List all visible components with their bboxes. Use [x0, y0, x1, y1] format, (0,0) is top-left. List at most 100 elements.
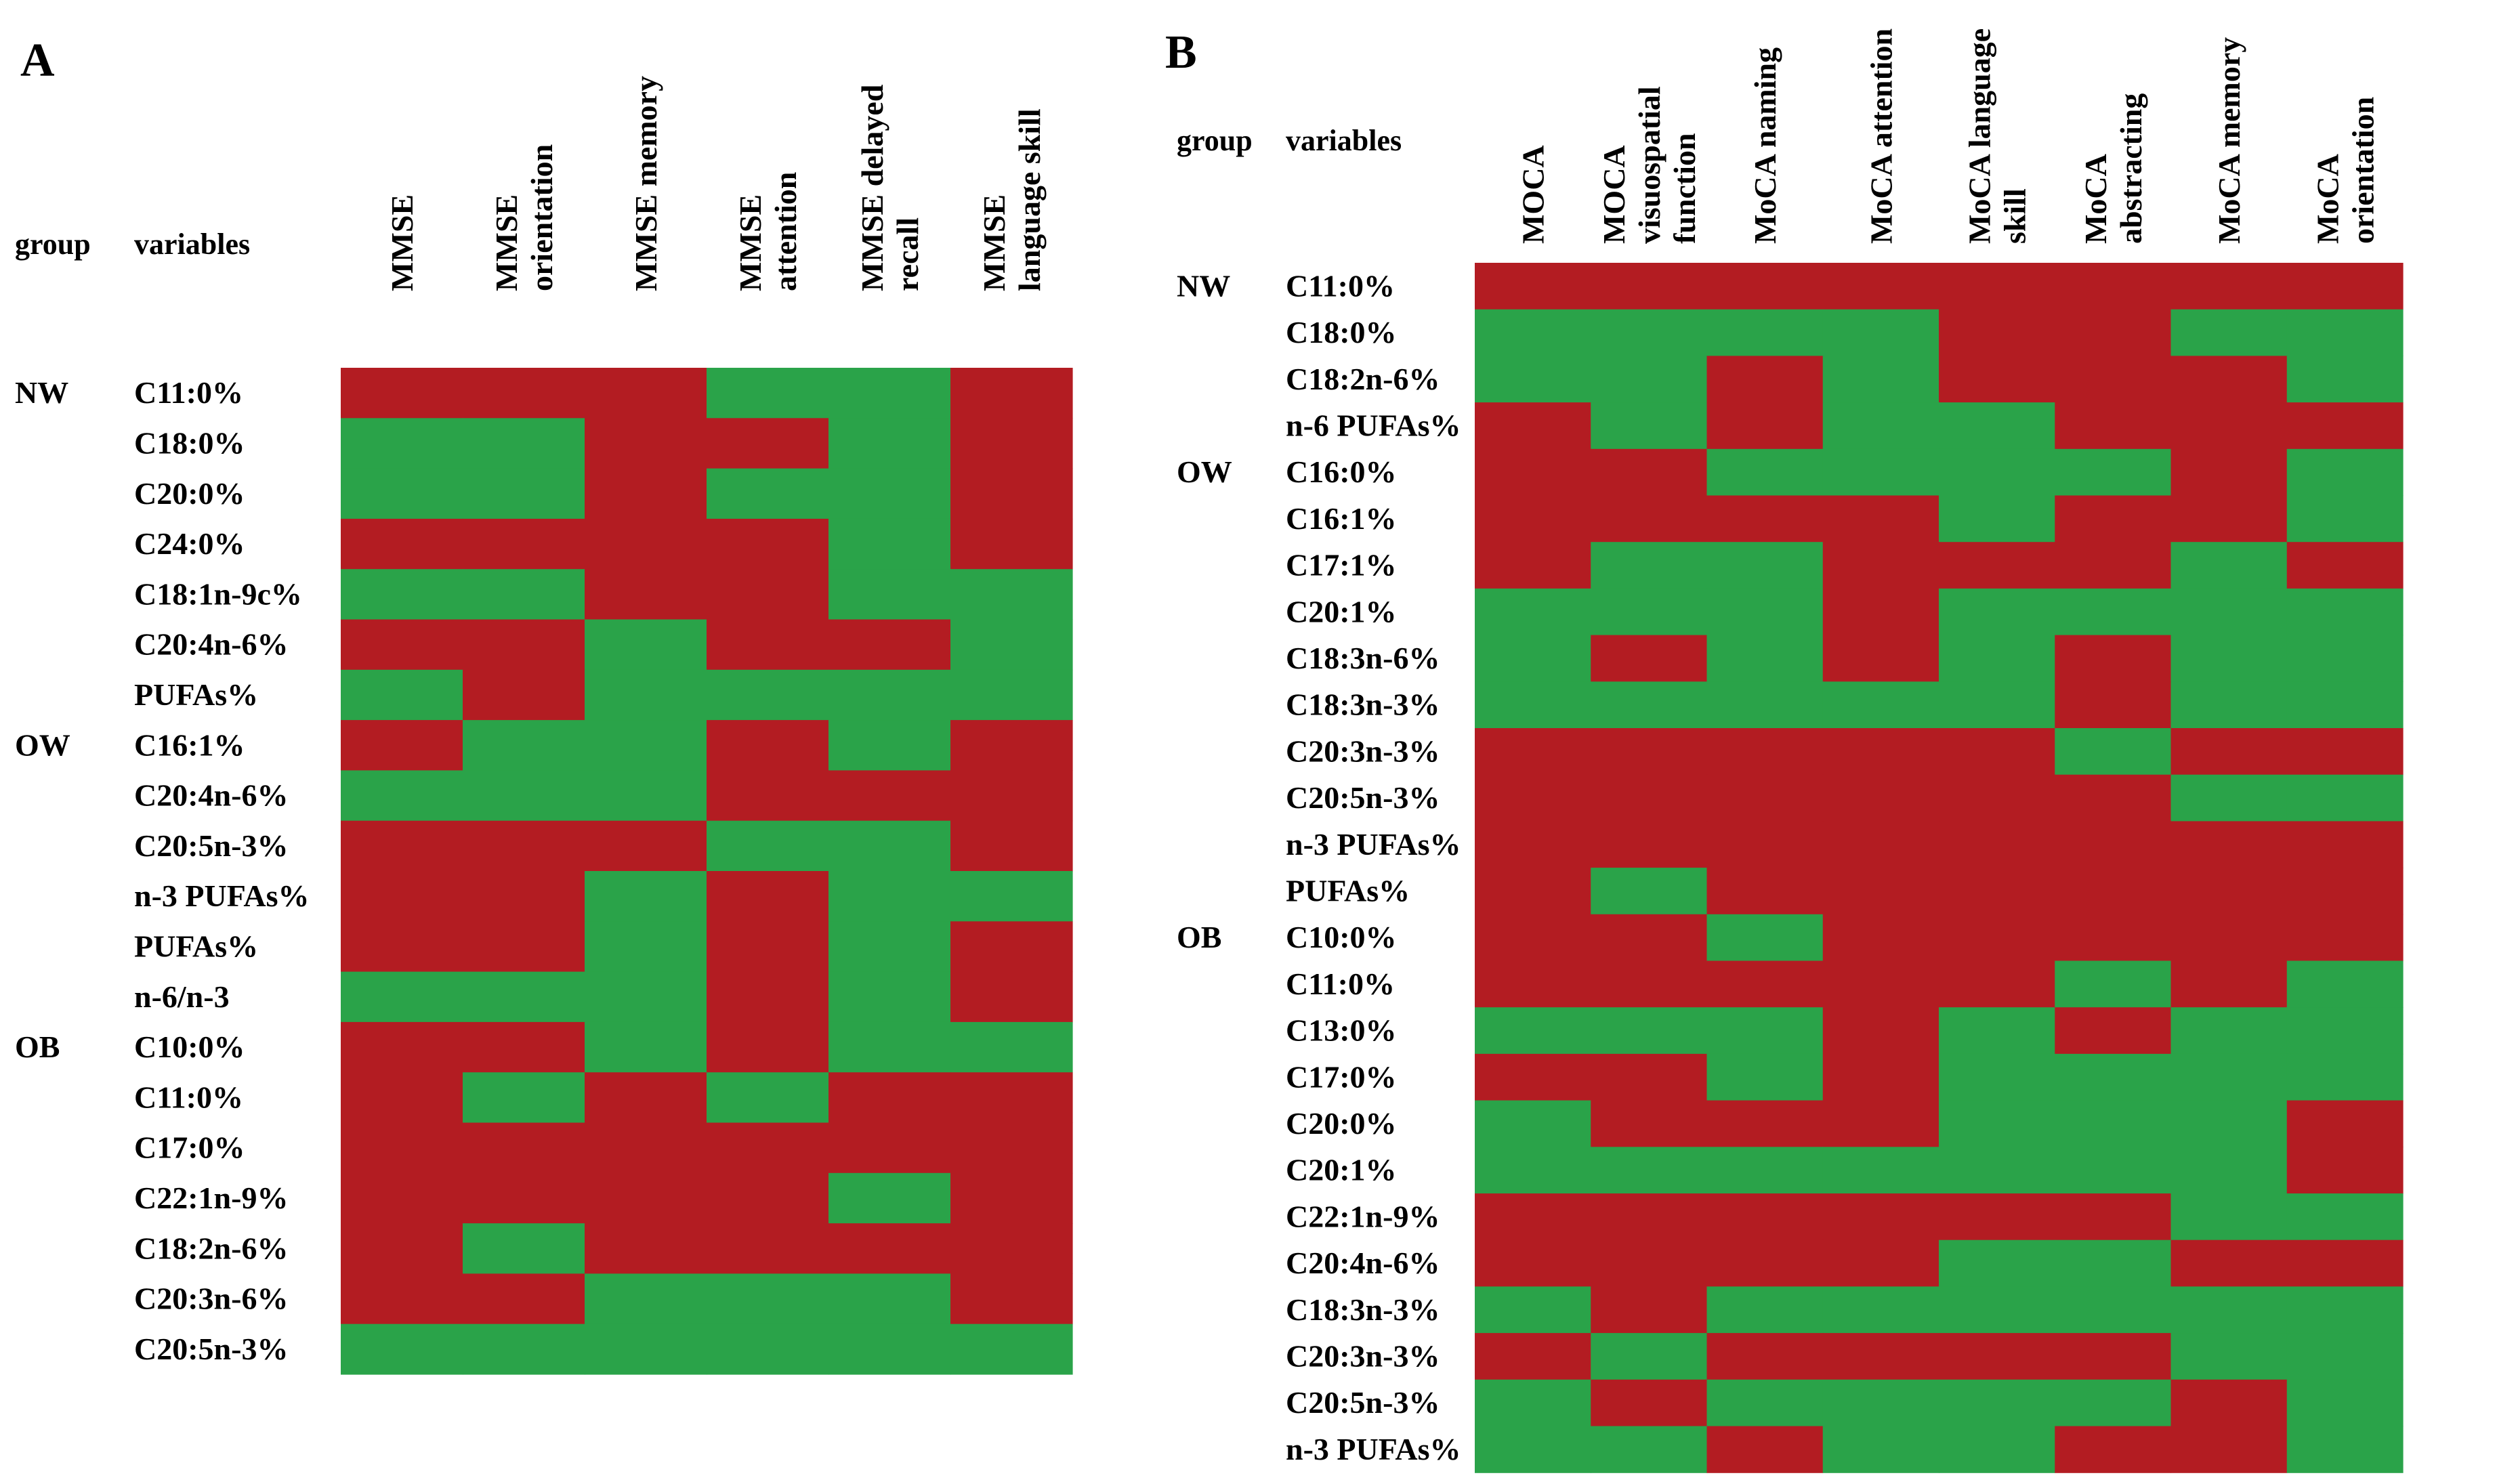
heatmap-cell: [2055, 914, 2172, 962]
heatmap-cell: [1706, 309, 1824, 356]
column-label-line: MoCA: [2078, 154, 2113, 244]
row-label: C17:0%: [1286, 1059, 1397, 1094]
column-label-line: MMSE: [733, 194, 768, 291]
row-label: C22:1n-9%: [1286, 1199, 1440, 1233]
row-label: C11:0%: [134, 375, 243, 410]
heatmap-cell: [341, 669, 463, 721]
heatmap-cell: [463, 1072, 585, 1124]
column-label: MoCA memory: [2212, 37, 2246, 244]
heatmap-cell: [1706, 588, 1824, 636]
heatmap-cell: [2286, 588, 2404, 636]
heatmap-cell: [2286, 495, 2404, 543]
heatmap-cell: [2055, 542, 2172, 589]
heatmap-cell: [341, 1122, 463, 1174]
heatmap-cell: [1939, 1193, 2055, 1241]
heatmap-cell: [2055, 635, 2172, 682]
heatmap-cell: [828, 871, 951, 922]
heatmap-cell: [1475, 356, 1591, 403]
heatmap-cell: [1475, 1426, 1591, 1473]
heatmap-cell: [463, 418, 585, 469]
heatmap-cell: [707, 418, 829, 469]
row-label: C20:4n-6%: [134, 778, 288, 813]
heatmap-cell: [1822, 1333, 1939, 1380]
column-label-line: MoCA memory: [2212, 37, 2246, 244]
heatmap-cell: [707, 1122, 829, 1174]
row-label: C20:4n-6%: [1286, 1246, 1440, 1280]
heatmap-cell: [2055, 309, 2172, 356]
heatmap-cell: [2170, 960, 2288, 1008]
heatmap-cell: [1939, 495, 2055, 543]
heatmap-cell: [1939, 448, 2055, 496]
heatmap-cell: [463, 1323, 585, 1375]
heatmap-cell: [2286, 1333, 2404, 1380]
row-label: PUFAs%: [134, 929, 258, 963]
column-label-line: orientation: [524, 144, 559, 291]
heatmap-cell: [707, 770, 829, 822]
heatmap-cell: [950, 619, 1073, 671]
heatmap-cell: [1706, 960, 1824, 1008]
heatmap-cell: [2055, 1147, 2172, 1194]
group-header: group: [15, 228, 91, 261]
heatmap-cell: [1591, 542, 1708, 589]
panel-letter: A: [20, 35, 55, 87]
heatmap-cell: [1591, 1426, 1708, 1473]
heatmap-cell: [1706, 774, 1824, 822]
heatmap-cell: [707, 1072, 829, 1124]
heatmap-cell: [1822, 542, 1939, 589]
heatmap-cell: [1591, 960, 1708, 1008]
heatmap-cell: [1822, 1379, 1939, 1427]
heatmap-cell: [2286, 1147, 2404, 1194]
heatmap-cell: [2055, 448, 2172, 496]
heatmap-cell: [2055, 356, 2172, 403]
heatmap-cell: [950, 720, 1073, 771]
group-label: NW: [15, 375, 68, 410]
heatmap-cell: [1475, 1007, 1591, 1055]
column-label: MMSE language skill: [977, 108, 1047, 291]
row-label: PUFAs%: [134, 677, 258, 712]
heatmap-cell: [950, 770, 1073, 822]
heatmap-cell: [585, 1172, 707, 1224]
heatmap-cell: [341, 468, 463, 520]
heatmap-cell: [1706, 914, 1824, 962]
row-label: C18:3n-6%: [1286, 641, 1440, 675]
heatmap-cell: [2286, 448, 2404, 496]
column-label-line: language skill: [1012, 108, 1047, 291]
heatmap-cell: [1475, 542, 1591, 589]
column-label-line: skill: [1998, 188, 2032, 244]
heatmap-cell: [950, 871, 1073, 922]
heatmap-cell: [828, 1021, 951, 1073]
heatmap-cell: [950, 1273, 1073, 1325]
heatmap-cell: [2055, 728, 2172, 776]
heatmap-cell: [2286, 960, 2404, 1008]
heatmap-cell: [2170, 309, 2288, 356]
group-label: NW: [1177, 268, 1230, 303]
column-label: MOCA: [1516, 145, 1551, 244]
heatmap-cell: [585, 1223, 707, 1274]
row-label: C11:0%: [134, 1080, 243, 1114]
heatmap-cell: [2286, 1007, 2404, 1055]
heatmap-cell: [2055, 774, 2172, 822]
row-label: C10:0%: [134, 1030, 245, 1064]
row-label: C20:3n-3%: [1286, 1338, 1440, 1373]
group-label: OW: [1177, 454, 1232, 489]
column-label: MMSE attention: [733, 172, 803, 291]
heatmap-cell: [341, 770, 463, 822]
heatmap-cell: [1475, 1333, 1591, 1380]
heatmap-cell: [341, 1172, 463, 1224]
row-label: C16:0%: [1286, 454, 1397, 489]
group-label: OW: [15, 727, 70, 762]
heatmap-cell: [2170, 542, 2288, 589]
row-label: C10:0%: [1286, 920, 1397, 954]
heatmap-cell: [1822, 635, 1939, 682]
row-label: C18:3n-3%: [1286, 687, 1440, 722]
heatmap-cell: [1939, 1147, 2055, 1194]
heatmap-cell: [1591, 774, 1708, 822]
heatmap-cell: [2170, 821, 2288, 868]
group-header: group: [1177, 124, 1253, 157]
heatmap-cell: [1475, 728, 1591, 776]
row-label: C20:0%: [1286, 1106, 1397, 1141]
row-label: C11:0%: [1286, 967, 1395, 1001]
heatmap-cell: [1939, 263, 2055, 310]
